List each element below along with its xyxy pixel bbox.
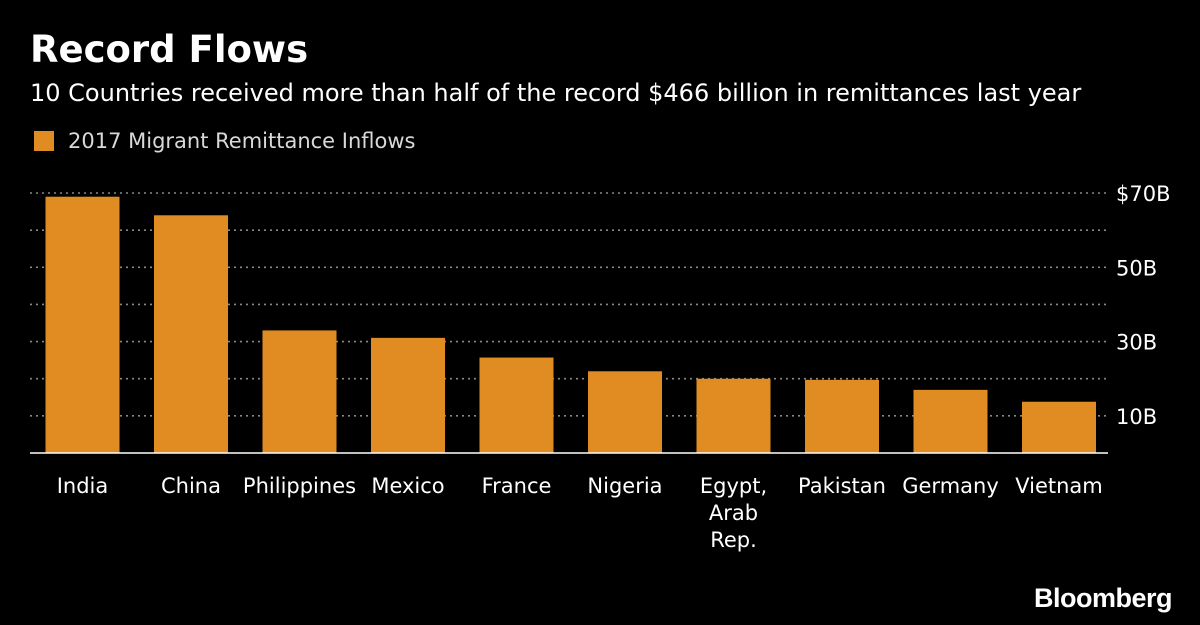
bar: [1022, 401, 1096, 453]
bar: [154, 215, 228, 453]
x-tick-label-line: Nigeria: [587, 474, 662, 498]
bar: [913, 389, 988, 453]
x-tick-label-line: Rep.: [710, 528, 757, 552]
x-tick-label-line: Philippines: [243, 474, 356, 498]
x-tick-label: Egypt, Arab Rep.: [700, 474, 767, 552]
x-tick-label-line: Mexico: [371, 474, 444, 498]
x-tick-label: India: [57, 474, 109, 498]
x-tick-label-line: China: [161, 474, 221, 498]
x-tick-label: China: [161, 474, 221, 498]
bar: [479, 357, 554, 453]
bar: [45, 196, 120, 453]
x-tick-label: Vietnam: [1015, 474, 1103, 498]
x-tick-label: Nigeria: [587, 474, 662, 498]
x-tick-label-line: Pakistan: [798, 474, 886, 498]
y-tick-label: 50B: [1116, 256, 1157, 280]
x-tick-label: Philippines: [243, 474, 356, 498]
x-tick-label: Mexico: [371, 474, 444, 498]
bar: [805, 379, 879, 453]
x-tick-label: France: [482, 474, 552, 498]
chart-title: Record Flows: [30, 28, 309, 71]
legend-label: 2017 Migrant Remittance Inflows: [68, 129, 416, 153]
bar: [262, 330, 337, 453]
x-tick-label: Germany: [902, 474, 999, 498]
x-tick-label-line: Arab: [709, 501, 758, 525]
bar: [371, 337, 445, 453]
bloomberg-logo: Bloomberg: [1033, 583, 1173, 613]
x-tick-label-line: Egypt,: [700, 474, 767, 498]
x-tick-label-line: Germany: [902, 474, 999, 498]
y-tick-label: 10B: [1116, 405, 1157, 429]
y-tick-label: 30B: [1116, 331, 1157, 355]
x-tick-label-line: India: [57, 474, 109, 498]
x-tick-label: Pakistan: [798, 474, 886, 498]
x-tick-label-line: Vietnam: [1015, 474, 1103, 498]
bar: [588, 371, 662, 453]
legend-swatch: [34, 131, 54, 151]
bar: [696, 378, 771, 453]
legend: 2017 Migrant Remittance Inflows: [34, 127, 415, 155]
x-tick-label-line: France: [482, 474, 552, 498]
chart-subtitle: 10 Countries received more than half of …: [30, 79, 1082, 107]
y-tick-label: $70B: [1116, 182, 1171, 206]
